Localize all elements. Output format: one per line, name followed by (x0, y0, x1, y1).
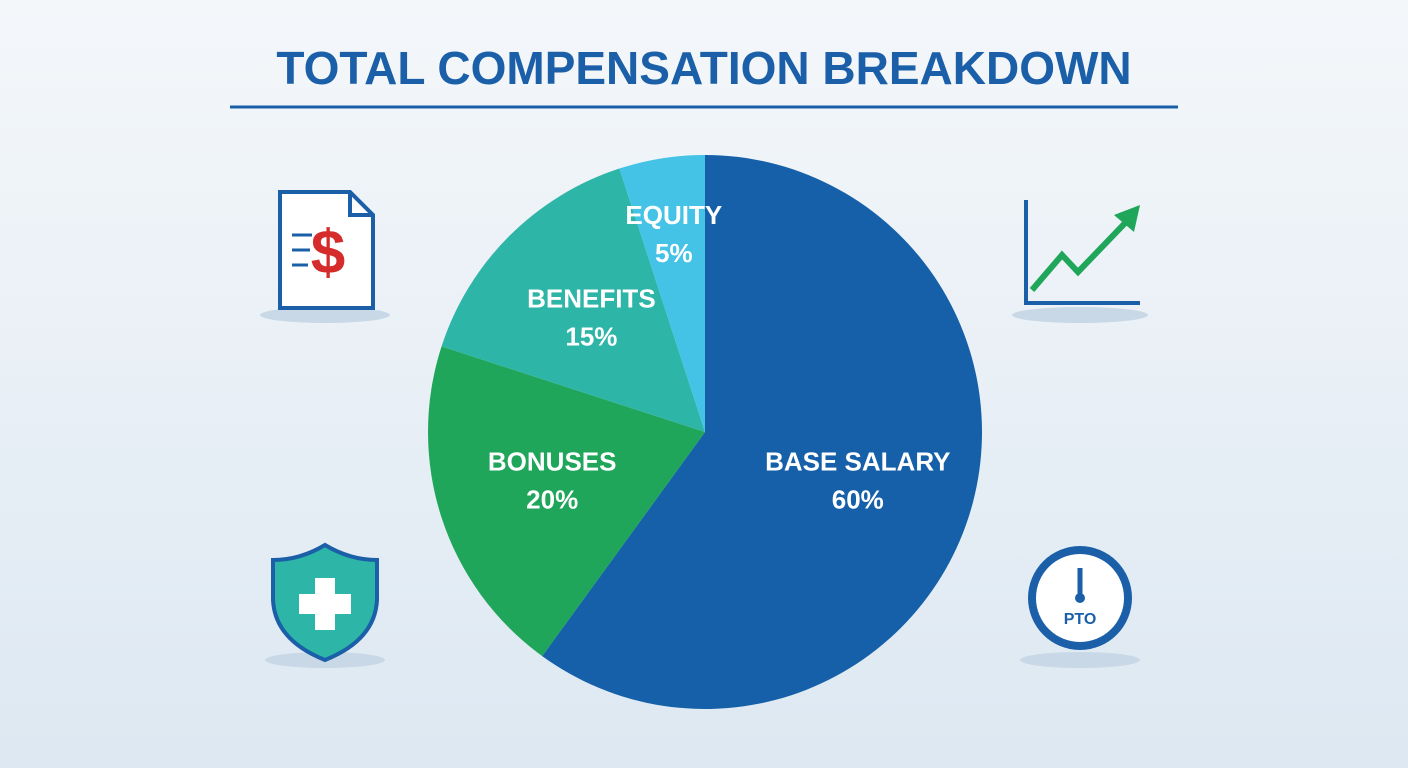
health-icon (265, 542, 385, 668)
pie-slice (441, 168, 705, 432)
slice-label: BASE SALARY (765, 447, 950, 477)
slice-value-label: 5% (655, 238, 693, 268)
salary-icon: $ (260, 190, 390, 323)
slice-label: BENEFITS (527, 283, 656, 313)
slice-label: BONUSES (488, 447, 617, 477)
slice-value-label: 60% (832, 485, 884, 515)
pie-slice (428, 346, 705, 657)
pto-icon: PTO (1020, 546, 1140, 668)
pie-slice (542, 155, 982, 709)
pto-label: PTO (1064, 611, 1097, 628)
slice-value-label: 20% (526, 485, 578, 515)
chart-title: TOTAL COMPENSATION BREAKDOWN (276, 42, 1131, 94)
svg-text:$: $ (311, 218, 345, 287)
growth-icon (1012, 200, 1148, 323)
slice-label: EQUITY (625, 200, 722, 230)
pie-slice (619, 155, 705, 432)
slice-value-label: 15% (565, 321, 617, 351)
